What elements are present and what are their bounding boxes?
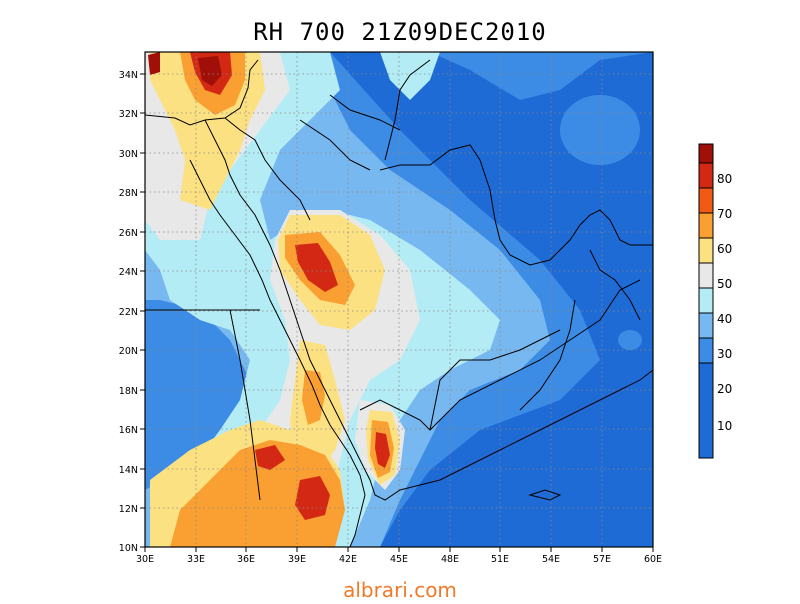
colorbar-box [698, 143, 714, 164]
lat-label: 24N [119, 267, 138, 278]
colorbar-label: 30 [717, 347, 732, 361]
colorbar-label: 80 [717, 172, 732, 186]
rh-band-80c [375, 432, 390, 468]
rh-band-80d [255, 445, 285, 470]
colorbar-box [698, 187, 714, 214]
lat-label: 22N [119, 307, 138, 318]
lat-label: 10N [119, 543, 138, 554]
colorbar-label: 10 [717, 419, 732, 433]
colorbar-box [698, 287, 714, 314]
colorbar-label: 70 [717, 207, 732, 221]
colorbar-label: 60 [717, 242, 732, 256]
colorbar-label: 40 [717, 312, 732, 326]
lon-label: 57E [593, 554, 611, 565]
rh-band-70c [302, 370, 325, 425]
colorbar-box [698, 362, 714, 459]
colorbar-box [698, 212, 714, 239]
colorbar [698, 143, 714, 459]
lat-label: 28N [119, 188, 138, 199]
lon-label: 39E [288, 554, 306, 565]
map-title: RH 700 21Z09DEC2010 [253, 18, 547, 46]
colorbar-box [698, 162, 714, 189]
colorbar-box [698, 237, 714, 264]
lat-label: 16N [119, 425, 138, 436]
footer-watermark[interactable]: albrari.com [343, 578, 457, 602]
lat-label: 12N [119, 504, 138, 515]
lon-label: 60E [644, 554, 662, 565]
rh-band-80e [295, 476, 330, 520]
lat-label: 26N [119, 228, 138, 239]
lon-label: 42E [339, 554, 357, 565]
colorbar-label: 20 [717, 382, 732, 396]
lon-label: 51E [491, 554, 509, 565]
rh-band-20b [430, 52, 653, 100]
longitude-labels: 30E 33E 36E 39E 42E 45E 48E 51E 54E 57E … [136, 554, 662, 565]
colorbar-labels: 10 20 30 40 50 60 70 80 [717, 172, 732, 433]
lat-label: 32N [119, 109, 138, 120]
lon-label: 36E [237, 554, 255, 565]
lat-label: 34N [119, 70, 138, 81]
lat-label: 18N [119, 386, 138, 397]
lon-label: 48E [441, 554, 459, 565]
lon-label: 33E [187, 554, 205, 565]
colorbar-box [698, 262, 714, 289]
lat-label: 14N [119, 465, 138, 476]
latitude-labels: 10N 12N 14N 16N 18N 20N 22N 24N 26N 28N … [119, 70, 138, 554]
colorbar-label: 50 [717, 277, 732, 291]
tick-marks [140, 73, 654, 552]
lon-label: 54E [542, 554, 560, 565]
lon-label: 45E [390, 554, 408, 565]
rh-band-70e [170, 440, 345, 547]
rh-band-90 [198, 56, 222, 86]
lon-label: 30E [136, 554, 154, 565]
lat-label: 30N [119, 149, 138, 160]
colorbar-box [698, 312, 714, 339]
coastlines [145, 59, 653, 547]
colorbar-box [698, 337, 714, 364]
rh-band-90b [148, 52, 160, 75]
rh-band-80b [295, 243, 338, 292]
lat-label: 20N [119, 346, 138, 357]
